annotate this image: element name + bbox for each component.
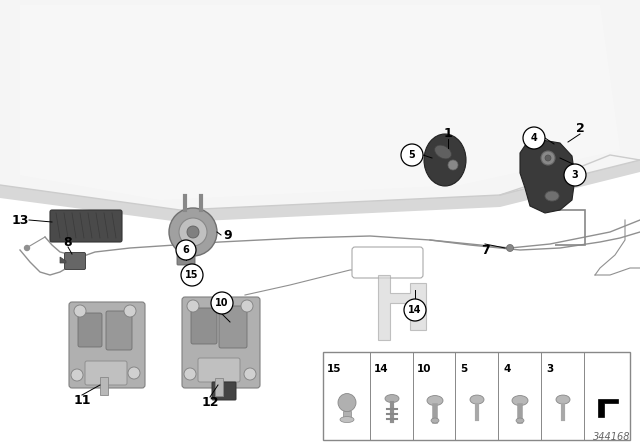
Polygon shape	[60, 257, 66, 263]
FancyBboxPatch shape	[50, 210, 122, 242]
Circle shape	[71, 369, 83, 381]
Bar	[323, 352, 630, 440]
Ellipse shape	[545, 191, 559, 201]
Bar	[343, 410, 351, 417]
Text: 14: 14	[374, 364, 388, 374]
Ellipse shape	[340, 417, 354, 422]
FancyBboxPatch shape	[191, 308, 217, 344]
Circle shape	[401, 144, 423, 166]
Text: 5: 5	[408, 150, 415, 160]
Circle shape	[124, 305, 136, 317]
Ellipse shape	[385, 395, 399, 403]
Circle shape	[184, 368, 196, 380]
FancyBboxPatch shape	[182, 297, 260, 388]
Polygon shape	[20, 5, 620, 200]
Polygon shape	[0, 0, 640, 210]
Circle shape	[244, 368, 256, 380]
Circle shape	[24, 246, 29, 250]
Circle shape	[179, 218, 207, 246]
Text: 5: 5	[460, 364, 467, 374]
FancyBboxPatch shape	[78, 313, 102, 347]
Text: 1: 1	[444, 126, 452, 139]
Ellipse shape	[427, 396, 443, 405]
Text: 12: 12	[201, 396, 219, 409]
Text: 6: 6	[182, 245, 189, 255]
Circle shape	[187, 226, 199, 238]
Polygon shape	[598, 399, 618, 417]
Text: 14: 14	[408, 305, 422, 315]
Circle shape	[74, 305, 86, 317]
Text: 15: 15	[185, 270, 199, 280]
Text: 13: 13	[12, 214, 29, 227]
Text: 3: 3	[546, 364, 553, 374]
Circle shape	[169, 208, 217, 256]
Ellipse shape	[556, 395, 570, 404]
Ellipse shape	[424, 134, 466, 186]
Circle shape	[181, 264, 203, 286]
Ellipse shape	[516, 418, 524, 423]
Ellipse shape	[435, 145, 451, 159]
Polygon shape	[520, 138, 575, 213]
Polygon shape	[378, 275, 426, 340]
FancyBboxPatch shape	[212, 382, 236, 400]
Circle shape	[338, 393, 356, 412]
FancyBboxPatch shape	[177, 253, 195, 265]
Ellipse shape	[470, 395, 484, 404]
Text: 10: 10	[417, 364, 431, 374]
Circle shape	[506, 245, 513, 251]
Ellipse shape	[512, 396, 528, 405]
Polygon shape	[0, 160, 640, 222]
Text: 15: 15	[327, 364, 342, 374]
Circle shape	[128, 367, 140, 379]
Bar	[100, 377, 108, 395]
Text: 10: 10	[215, 298, 228, 308]
Text: 4: 4	[503, 364, 510, 374]
Text: 8: 8	[64, 236, 72, 249]
Text: 4: 4	[531, 133, 538, 143]
FancyBboxPatch shape	[106, 311, 132, 350]
Circle shape	[564, 164, 586, 186]
Circle shape	[541, 151, 555, 165]
FancyBboxPatch shape	[69, 302, 145, 388]
Circle shape	[448, 160, 458, 170]
Text: 344168: 344168	[593, 432, 630, 442]
Text: 9: 9	[224, 228, 232, 241]
Circle shape	[187, 300, 199, 312]
Circle shape	[523, 127, 545, 149]
Text: 2: 2	[575, 121, 584, 134]
FancyBboxPatch shape	[65, 253, 86, 270]
Circle shape	[211, 292, 233, 314]
Text: 11: 11	[73, 393, 91, 406]
FancyBboxPatch shape	[85, 361, 127, 385]
Circle shape	[241, 300, 253, 312]
Text: 7: 7	[481, 244, 490, 257]
Circle shape	[404, 299, 426, 321]
FancyBboxPatch shape	[352, 247, 423, 278]
Circle shape	[176, 240, 196, 260]
Text: 3: 3	[572, 170, 579, 180]
FancyBboxPatch shape	[219, 306, 247, 348]
Circle shape	[545, 155, 551, 161]
Bar	[215, 378, 223, 396]
FancyBboxPatch shape	[198, 358, 240, 382]
Ellipse shape	[431, 418, 439, 423]
